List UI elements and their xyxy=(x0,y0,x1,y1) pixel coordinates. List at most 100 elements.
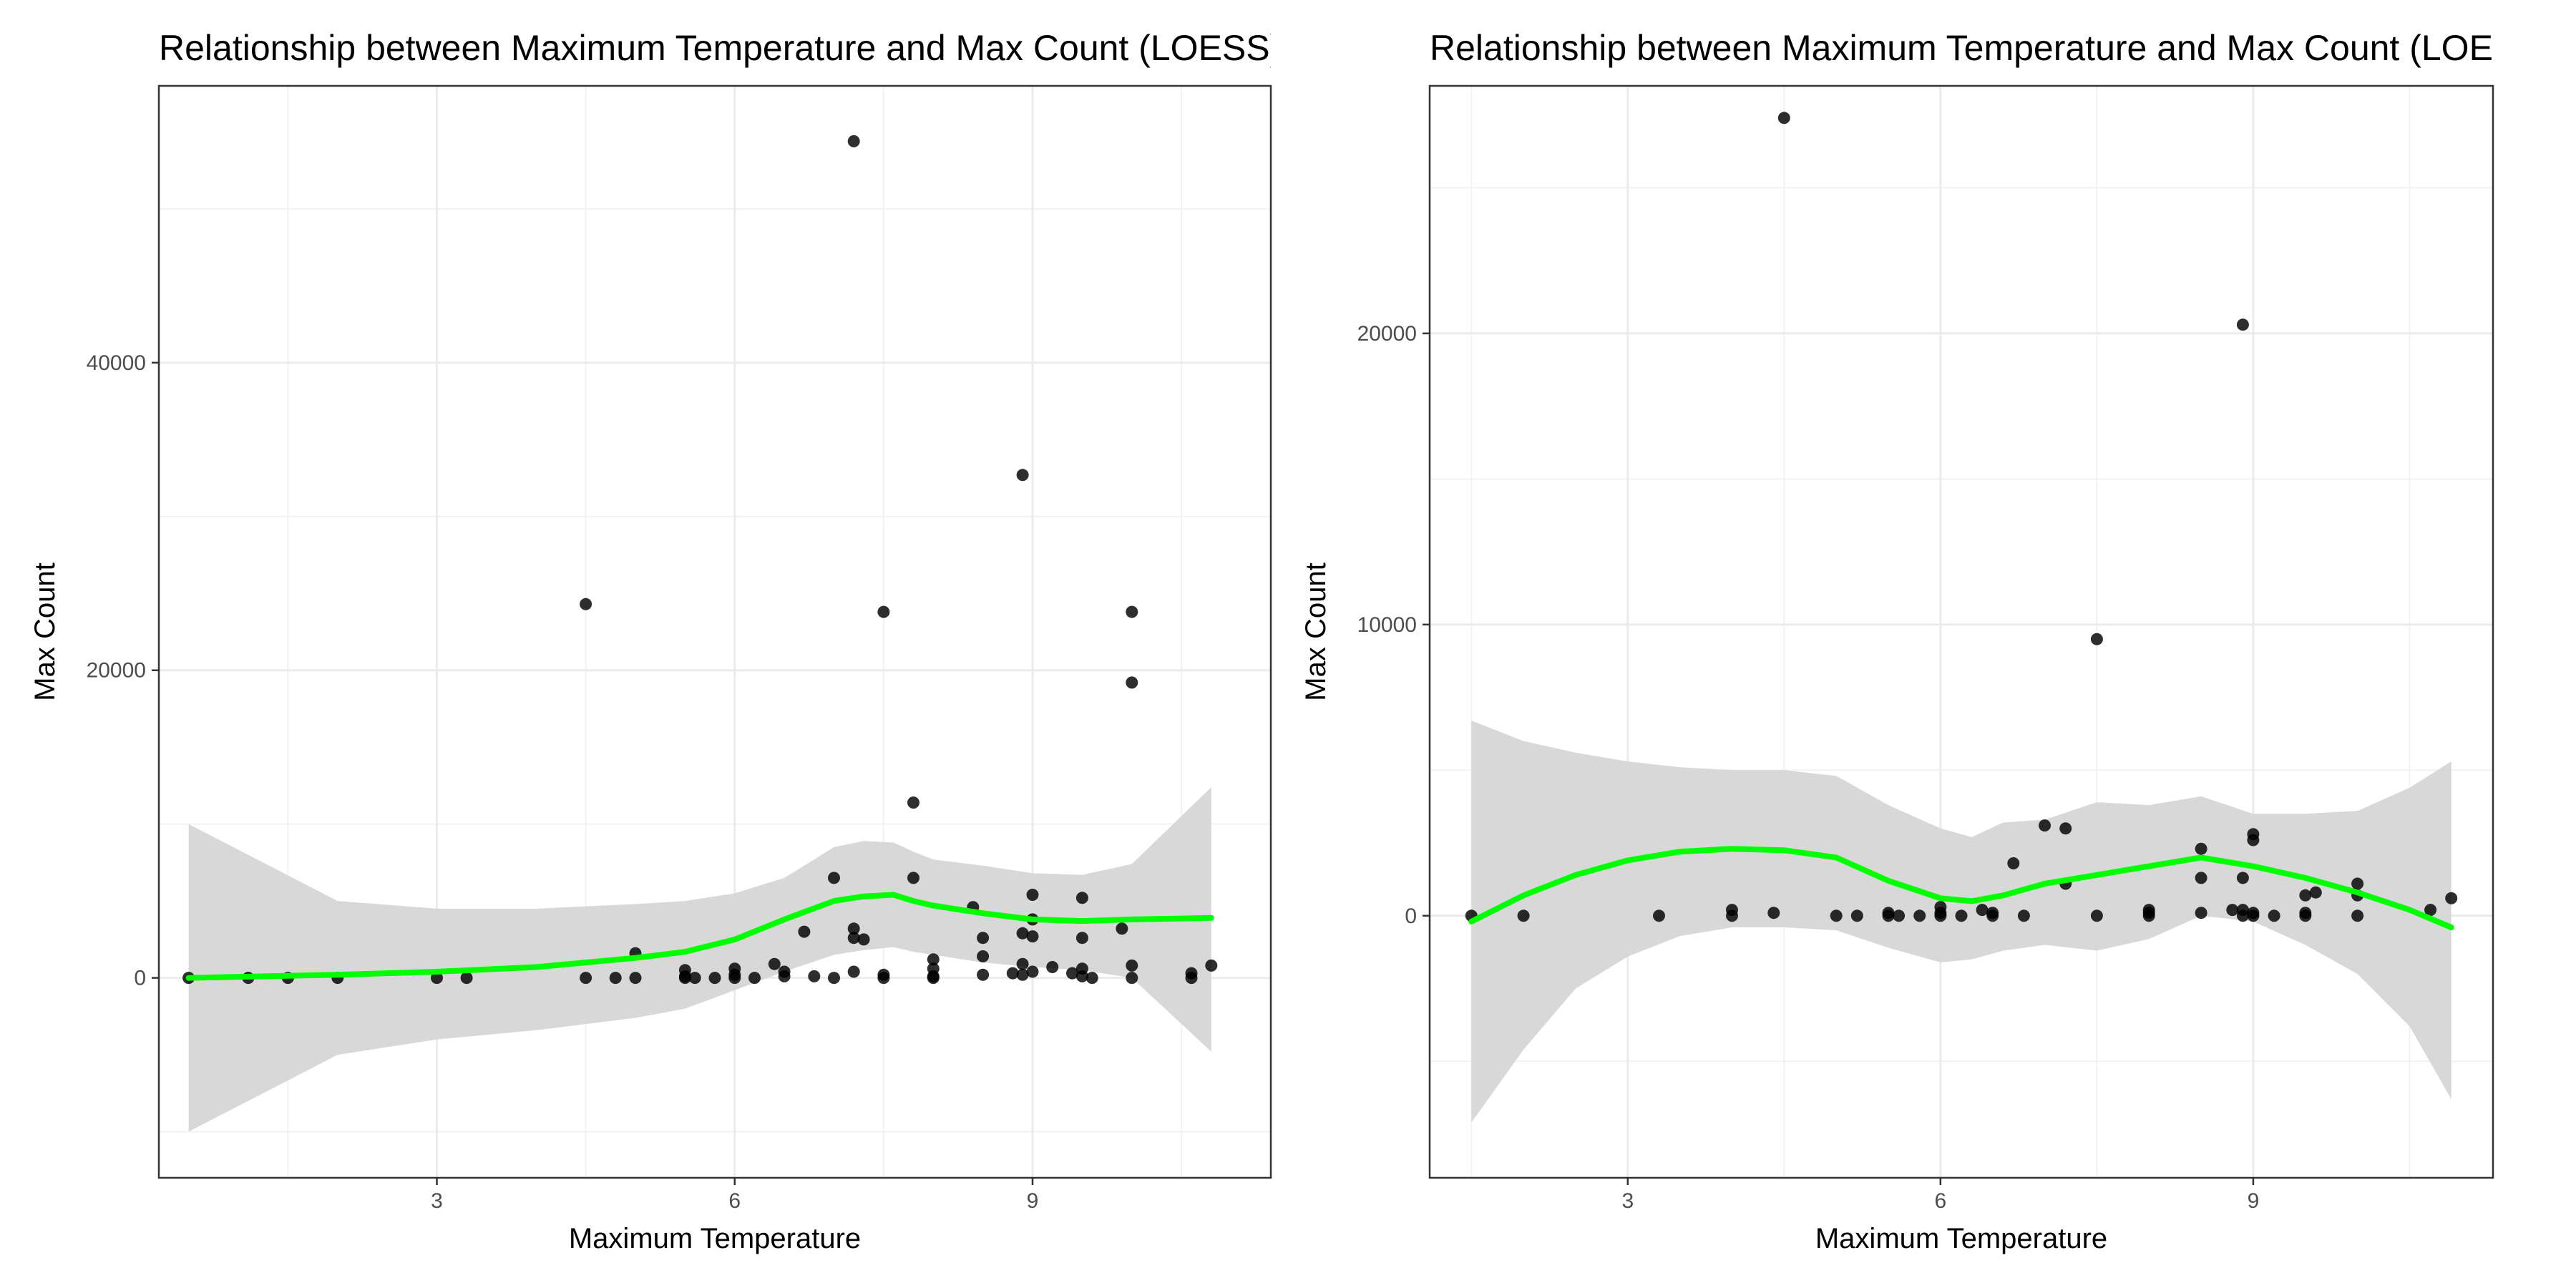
data-layer xyxy=(182,135,1218,1132)
data-point xyxy=(1016,968,1029,981)
data-point xyxy=(431,972,443,985)
data-point xyxy=(977,932,990,945)
data-point xyxy=(778,970,791,982)
loess-line xyxy=(185,892,1214,981)
data-point xyxy=(907,796,919,809)
y-tick-label: 0 xyxy=(134,967,146,990)
x-tick-label: 6 xyxy=(728,1189,741,1213)
data-point xyxy=(927,953,940,966)
data-point xyxy=(1026,889,1039,901)
data-point xyxy=(688,972,701,985)
data-point xyxy=(857,933,870,946)
data-point xyxy=(2090,909,2103,922)
data-point xyxy=(1085,972,1098,985)
data-point xyxy=(580,597,592,610)
data-point xyxy=(2247,834,2260,847)
data-point xyxy=(1016,957,1029,970)
data-point xyxy=(1126,972,1138,985)
data-point xyxy=(977,950,990,962)
data-point xyxy=(629,972,642,985)
data-point xyxy=(798,925,811,938)
data-point xyxy=(1882,907,1895,919)
y-axis-title: Max Count xyxy=(29,562,61,701)
y-tick-label: 0 xyxy=(1405,904,1417,928)
data-point xyxy=(2424,904,2437,917)
data-point xyxy=(2195,842,2207,855)
data-point xyxy=(1767,907,1780,919)
y-tick-label: 10000 xyxy=(1357,613,1417,637)
data-point xyxy=(1913,909,1926,922)
data-point xyxy=(1185,972,1198,985)
data-point xyxy=(1075,932,1088,945)
data-point xyxy=(2039,819,2051,832)
data-point xyxy=(2195,907,2207,919)
loess-line xyxy=(1468,846,2454,930)
x-tick-label: 3 xyxy=(1621,1189,1634,1213)
data-point xyxy=(1893,909,1906,922)
data-point xyxy=(907,872,919,884)
data-point xyxy=(1976,904,1989,917)
data-point xyxy=(2142,907,2155,919)
data-point xyxy=(708,972,721,985)
data-point xyxy=(877,972,890,985)
data-point xyxy=(1016,927,1029,940)
confidence-band xyxy=(188,787,1211,1132)
data-point xyxy=(1026,965,1039,978)
data-point xyxy=(1126,959,1138,972)
x-axis-title: Maximum Temperature xyxy=(569,1223,861,1254)
x-tick-label: 9 xyxy=(2248,1189,2260,1213)
data-point xyxy=(2090,633,2103,645)
data-point xyxy=(728,968,741,981)
data-point xyxy=(2017,909,2030,922)
data-point xyxy=(828,972,840,985)
data-point xyxy=(2299,889,2312,902)
chart-panel-1: 3 6 9 0 20000 40000 Maximum Temperature Max Cou… xyxy=(29,28,1282,1254)
data-point xyxy=(1026,930,1039,943)
plot-title: Relationship between Maximum Temperature… xyxy=(159,28,1282,68)
data-point xyxy=(2309,886,2322,899)
data-point xyxy=(2226,904,2239,917)
data-layer xyxy=(1465,112,2458,1123)
data-point xyxy=(828,872,840,884)
x-tick-label: 3 xyxy=(431,1189,443,1213)
data-point xyxy=(808,970,821,982)
y-axis-title: Max Count xyxy=(1300,562,1332,701)
data-point xyxy=(1016,469,1029,482)
data-point xyxy=(2236,909,2249,922)
data-point xyxy=(1934,909,1947,922)
data-point xyxy=(2445,892,2458,904)
data-point xyxy=(1934,901,1947,914)
data-point xyxy=(847,135,860,147)
data-point xyxy=(2007,857,2020,869)
data-point xyxy=(1726,909,1738,922)
data-point xyxy=(1126,676,1138,689)
data-point xyxy=(580,972,592,985)
data-point xyxy=(1116,922,1128,935)
data-point xyxy=(1850,909,1863,922)
data-point xyxy=(2247,909,2260,922)
data-point xyxy=(609,972,622,985)
data-point xyxy=(847,922,860,935)
x-axis-title: Maximum Temperature xyxy=(1815,1223,2107,1254)
data-point xyxy=(1075,892,1088,904)
data-point xyxy=(748,972,761,985)
y-tick-label: 20000 xyxy=(87,659,146,683)
plot-background xyxy=(1430,86,2493,1178)
data-point xyxy=(2351,909,2364,922)
data-point xyxy=(460,972,473,985)
data-point xyxy=(1653,909,1665,922)
y-tick-label: 20000 xyxy=(1357,322,1417,346)
x-tick-label: 9 xyxy=(1027,1189,1039,1213)
data-point xyxy=(1517,909,1530,922)
data-point xyxy=(847,932,860,945)
data-point xyxy=(1066,967,1078,980)
data-point xyxy=(2351,877,2364,890)
data-point xyxy=(1955,909,1968,922)
data-point xyxy=(927,970,940,982)
data-point xyxy=(1830,909,1843,922)
data-point xyxy=(1126,605,1138,618)
plot-border xyxy=(1428,84,2494,1179)
data-point xyxy=(1986,907,1999,919)
